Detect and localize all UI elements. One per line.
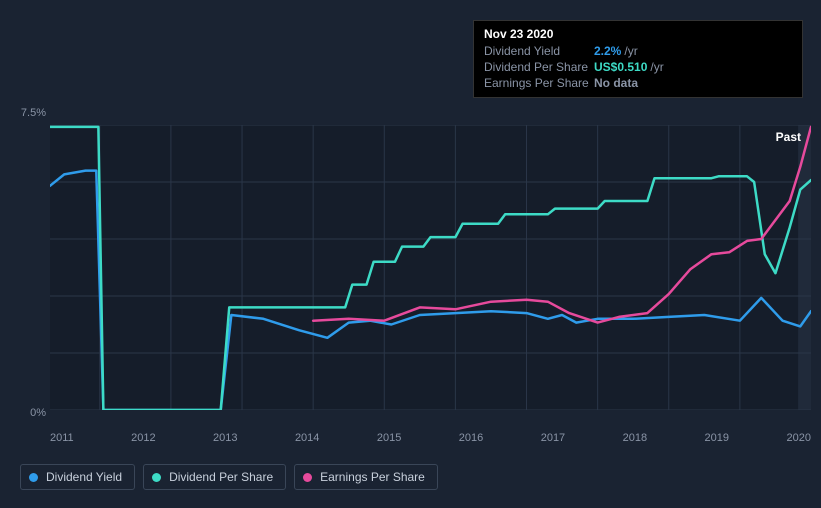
x-axis-tick: 2018 — [623, 432, 647, 444]
tooltip-row-value: No data — [594, 76, 638, 90]
legend-item[interactable]: Dividend Per Share — [143, 464, 286, 490]
chart-plot[interactable] — [50, 125, 811, 410]
tooltip-row-suffix: /yr — [624, 44, 637, 58]
tooltip-row: Dividend Yield2.2%/yr — [484, 43, 792, 59]
x-axis-tick: 2012 — [131, 432, 155, 444]
x-axis-tick: 2013 — [213, 432, 237, 444]
x-axis-tick: 2020 — [786, 432, 810, 444]
x-axis-labels: 2011 2012 2013 2014 2015 2016 2017 2018 2019 2020 — [50, 432, 811, 444]
x-axis-tick: 2016 — [459, 432, 483, 444]
x-axis-tick: 2014 — [295, 432, 319, 444]
x-axis-tick: 2019 — [705, 432, 729, 444]
tooltip-row-label: Dividend Per Share — [484, 60, 594, 74]
legend-dot — [152, 473, 161, 482]
tooltip-row-value: 2.2% — [594, 44, 621, 58]
y-axis-max: 7.5% — [21, 107, 46, 119]
legend-item[interactable]: Earnings Per Share — [294, 464, 438, 490]
x-axis-tick: 2017 — [541, 432, 565, 444]
tooltip-row-label: Dividend Yield — [484, 44, 594, 58]
x-axis-tick: 2011 — [50, 432, 74, 444]
past-label: Past — [776, 130, 801, 144]
tooltip-row: Dividend Per ShareUS$0.510/yr — [484, 59, 792, 75]
chart-legend: Dividend Yield Dividend Per Share Earnings… — [20, 464, 438, 490]
legend-dot — [303, 473, 312, 482]
legend-label: Dividend Yield — [46, 470, 122, 484]
tooltip-row-label: Earnings Per Share — [484, 76, 594, 90]
y-axis-min: 0% — [30, 407, 46, 419]
chart-tooltip: Nov 23 2020 Dividend Yield2.2%/yrDividen… — [473, 20, 803, 98]
legend-label: Earnings Per Share — [320, 470, 425, 484]
chart-area: 7.5% 0% — [20, 105, 811, 425]
tooltip-row-value: US$0.510 — [594, 60, 647, 74]
x-axis-tick: 2015 — [377, 432, 401, 444]
legend-dot — [29, 473, 38, 482]
tooltip-date: Nov 23 2020 — [484, 27, 792, 41]
tooltip-row: Earnings Per ShareNo data — [484, 75, 792, 91]
tooltip-row-suffix: /yr — [650, 60, 663, 74]
legend-label: Dividend Per Share — [169, 470, 273, 484]
legend-item[interactable]: Dividend Yield — [20, 464, 135, 490]
